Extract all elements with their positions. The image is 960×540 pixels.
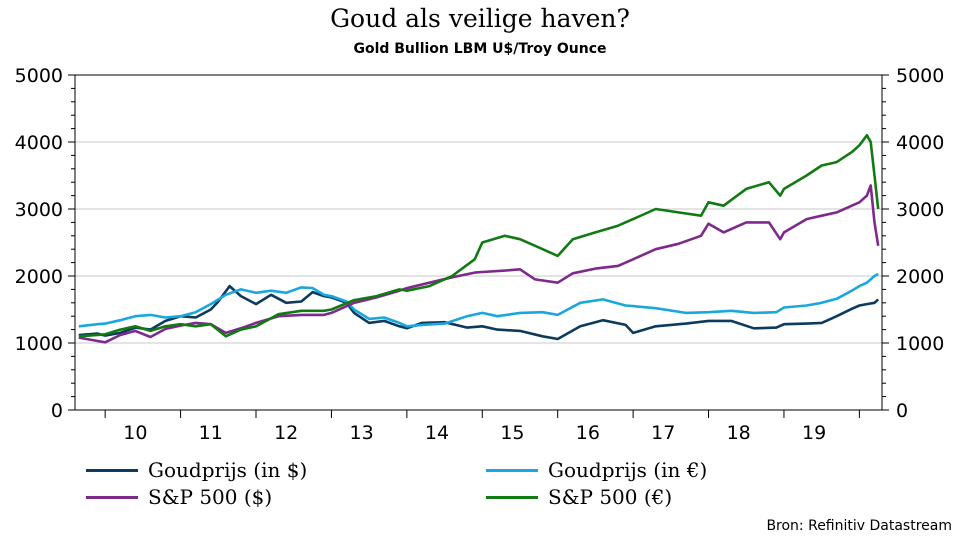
x-tick-label: 10 <box>123 422 147 444</box>
x-tick-label: 18 <box>727 422 751 444</box>
legend-label: S&P 500 ($) <box>148 485 273 509</box>
legend-item-gold-usd: Goudprijs (in $) <box>86 458 307 482</box>
series-line-1 <box>78 272 879 328</box>
legend-item-sp500-eur: S&P 500 (€) <box>486 485 672 509</box>
source-note: Bron: Refinitiv Datastream <box>766 518 952 534</box>
series-lines <box>78 134 880 344</box>
legend-swatch <box>486 495 538 499</box>
x-tick-label: 14 <box>425 422 449 444</box>
plot-frame <box>74 74 883 411</box>
x-tick-label: 11 <box>199 422 223 444</box>
legend-swatch <box>486 468 538 472</box>
legend-label: S&P 500 (€) <box>548 485 673 509</box>
y-tick-label-right: 1000 <box>896 333 944 355</box>
grid-lines <box>75 141 882 344</box>
legend-item-sp500-usd: S&P 500 ($) <box>86 485 272 509</box>
chart-subtitle: Gold Bullion LBM U$/Troy Ounce <box>353 41 607 57</box>
x-tick-label: 17 <box>651 422 675 444</box>
legend-item-gold-eur: Goudprijs (in €) <box>486 458 707 482</box>
axes: 0 0 1000 1000 2000 2000 3000 3000 4000 4000 5000 50… <box>15 65 945 444</box>
y-tick-label-left: 5000 <box>15 65 63 87</box>
y-tick-label-right: 2000 <box>896 266 944 288</box>
series-line-2 <box>78 184 880 344</box>
y-tick-label-right: 0 <box>896 400 908 422</box>
series-line-3 <box>78 134 880 338</box>
x-tick-label: 13 <box>350 422 374 444</box>
legend-label: Goudprijs (in €) <box>548 458 708 482</box>
y-tick-label-left: 3000 <box>15 199 63 221</box>
y-tick-label-left: 0 <box>51 400 63 422</box>
y-tick-label-left: 2000 <box>15 266 63 288</box>
y-tick-label-left: 4000 <box>15 132 63 154</box>
x-tick-label: 12 <box>274 422 298 444</box>
x-tick-label: 15 <box>500 422 524 444</box>
y-tick-label-left: 1000 <box>15 333 63 355</box>
y-tick-label-right: 4000 <box>896 132 944 154</box>
x-tick-label: 19 <box>802 422 826 444</box>
y-tick-label-right: 5000 <box>896 65 944 87</box>
x-tick-label: 16 <box>576 422 600 444</box>
y-tick-label-right: 3000 <box>896 199 944 221</box>
legend-swatch <box>86 495 138 499</box>
chart-title: Goud als veilige haven? <box>330 4 630 33</box>
legend-label: Goudprijs (in $) <box>148 458 308 482</box>
legend-swatch <box>86 468 138 472</box>
